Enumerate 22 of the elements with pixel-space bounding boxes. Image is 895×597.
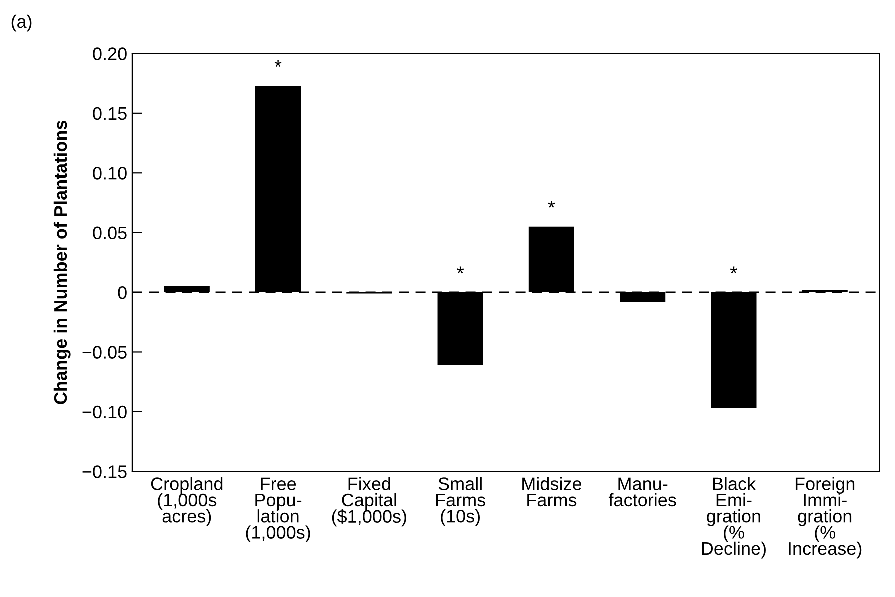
y-tick-label: 0.10: [93, 167, 127, 180]
x-tick-label: Small Farms (10s): [436, 477, 486, 526]
x-tick-label: Midsize Farms: [522, 477, 582, 507]
y-tick-label: −0.15: [82, 466, 127, 478]
y-tick-label: 0.15: [93, 107, 127, 120]
x-tick-label: Fixed Capital ($1,000s): [332, 477, 406, 527]
x-tick-label: Cropland (1,000s acres): [151, 477, 223, 526]
y-tick-label: −0.10: [82, 406, 127, 419]
chart-title: (a): [12, 14, 32, 32]
x-tick-label: Foreign Immi- gration (% Increase): [789, 477, 862, 559]
x-tick-label: Manu- factories: [608, 478, 676, 507]
x-tick-label: Black Emi- gration (% Decline): [702, 477, 766, 559]
y-axis-title: Change in Number of Plantations: [54, 120, 71, 404]
y-tick-label: 0: [118, 286, 127, 300]
annotation: *: [457, 266, 464, 274]
y-tick-label: 0.20: [93, 48, 127, 60]
y-tick-label: 0.05: [93, 226, 127, 240]
annotation: *: [548, 201, 556, 208]
y-tick-label: −0.05: [82, 346, 127, 359]
x-tick-label: Free Popu- lation (1,000s): [246, 478, 310, 543]
annotation: *: [274, 60, 282, 68]
annotation: *: [730, 266, 738, 274]
